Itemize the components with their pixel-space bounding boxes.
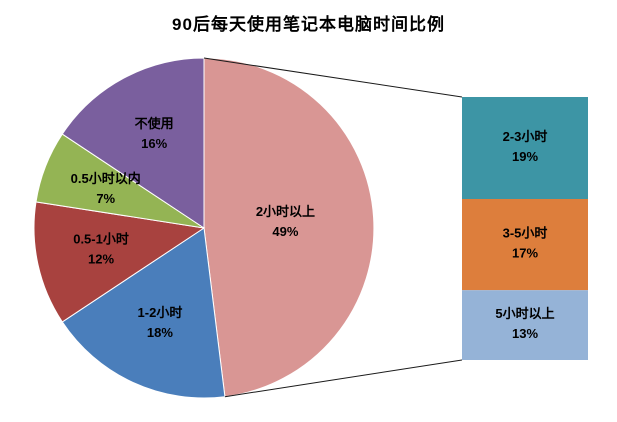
- breakdown-segment-label: 5小时以上: [495, 306, 554, 321]
- connector-line-bottom: [224, 359, 463, 398]
- breakdown-segment-label: 3-5小时: [503, 226, 548, 241]
- pie-slice-label: 0.5-1小时: [73, 232, 129, 247]
- breakdown-segment-label: 19%: [512, 149, 538, 164]
- pie-slice-label: 18%: [147, 325, 173, 340]
- chart-title: 90后每天使用笔记本电脑时间比例: [172, 15, 445, 34]
- breakdown-segment-label: 13%: [512, 326, 538, 341]
- pie-slice: [61, 57, 205, 229]
- pie-slice-label: 16%: [141, 136, 167, 151]
- pie-slice-label: 0.5小时以内: [71, 171, 141, 186]
- connector-line-top: [203, 57, 463, 98]
- pie-slice-label: 12%: [88, 252, 114, 267]
- pie-slice: [203, 57, 375, 398]
- pie-slice-label: 7%: [96, 191, 115, 206]
- pie-slice: [61, 227, 226, 399]
- pie-slice-label: 49%: [272, 224, 298, 239]
- breakdown-segment-label: 17%: [512, 246, 538, 261]
- breakdown-segment-label: 2-3小时: [503, 129, 548, 144]
- pie-slice-label: 2小时以上: [256, 204, 315, 219]
- pie-slice: [33, 201, 206, 323]
- breakdown-segment: [462, 290, 588, 360]
- pie-slice-label: 不使用: [135, 116, 174, 131]
- breakdown-segment: [462, 199, 588, 291]
- breakdown-segment: [462, 97, 588, 199]
- pie-slice-label: 1-2小时: [138, 305, 183, 320]
